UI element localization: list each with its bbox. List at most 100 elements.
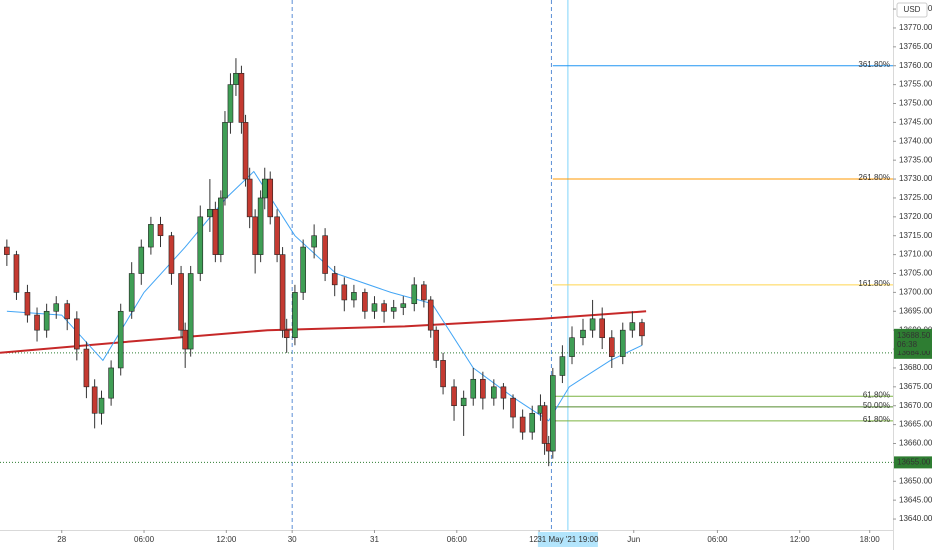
candle-body [233, 72, 239, 85]
x-tick-label: Jun [627, 535, 640, 544]
candle-body [64, 303, 71, 320]
candle-body [362, 292, 368, 312]
y-tick-label: 13770.00 [899, 23, 932, 32]
y-tick-label: 13725.00 [899, 193, 932, 202]
y-tick-label: 13695.00 [899, 306, 932, 315]
candle-body [351, 292, 357, 301]
candle-body [227, 84, 234, 123]
candle-body [440, 360, 446, 388]
candle-body [257, 197, 264, 255]
candle-body [197, 216, 204, 274]
candle-body [559, 356, 566, 376]
candle-body [292, 292, 298, 339]
candle-body [212, 208, 219, 255]
last-price-box [894, 328, 932, 351]
candle-body [157, 224, 164, 237]
candle-body [322, 235, 328, 274]
candle-body [148, 224, 154, 248]
countdown: 06:38 [897, 340, 918, 349]
candle-body [274, 216, 280, 255]
y-tick-label: 13745.00 [899, 118, 932, 127]
candle-body [267, 178, 274, 218]
x-tick-label: 06:00 [707, 535, 728, 544]
candle-body [331, 273, 338, 286]
candle-body [589, 318, 596, 331]
candle-body [480, 378, 486, 399]
y-tick-label: 13705.00 [899, 269, 932, 278]
price-label: 13684.00 [897, 348, 931, 357]
x-tick-label: 18:00 [860, 535, 881, 544]
candle-body [128, 273, 135, 312]
y-tick-label: 13735.00 [899, 155, 932, 164]
price-label: 13655.00 [897, 457, 931, 466]
candle-body [43, 310, 50, 331]
crosshair-time: 31 May '21 19:00 [537, 535, 599, 544]
x-tick-label: 12:00 [790, 535, 811, 544]
fib-label: 161.80% [858, 279, 890, 288]
y-tick-label: 13710.00 [899, 250, 932, 259]
y-tick-label: 13645.00 [899, 495, 932, 504]
candle-body [98, 397, 105, 414]
fib-label: 61.80% [863, 390, 890, 399]
candle-body [13, 254, 20, 293]
y-tick-label: 13675.00 [899, 382, 932, 391]
crosshair-time-box [537, 532, 598, 547]
fib-label: 361.80% [858, 60, 890, 69]
candle-body [608, 337, 615, 357]
candle-body [283, 329, 290, 339]
currency-box [896, 2, 928, 18]
x-tick-label: 12:00 [216, 535, 237, 544]
candle-body [238, 72, 245, 123]
x-tick-label: 06:00 [447, 535, 468, 544]
candle-body [580, 329, 586, 339]
candle-body [222, 122, 228, 199]
candle-body [34, 314, 40, 331]
candle-body [550, 375, 556, 452]
candle-body [138, 246, 145, 274]
candle-body [300, 246, 306, 293]
last-price: 13688.50 [897, 331, 931, 340]
y-tick-label: 13700.00 [899, 287, 932, 296]
x-tick-label: 31 [370, 535, 379, 544]
price-label-box [894, 456, 932, 469]
candle-body [24, 292, 31, 316]
candle-body [108, 367, 114, 399]
candle-body [74, 318, 80, 350]
x-tick-label: 06:00 [134, 535, 155, 544]
candle-body [4, 246, 10, 255]
y-tick-label: 13760.00 [899, 61, 932, 70]
currency: USD [904, 5, 921, 14]
y-tick-label: 13640.00 [899, 514, 932, 523]
fib-label: 50.00% [863, 401, 890, 410]
y-tick-label: 13740.00 [899, 136, 932, 145]
y-tick-label: 13660.00 [899, 439, 932, 448]
candle-body [381, 303, 387, 312]
y-tick-label: 13650.00 [899, 476, 932, 485]
candle-body [451, 386, 457, 407]
fib-label: 61.80% [863, 415, 890, 424]
candle-body [460, 397, 467, 407]
candle-body [569, 337, 575, 357]
candle-body [629, 322, 636, 331]
y-tick-label: 13670.00 [899, 401, 932, 410]
candle-body [529, 412, 536, 433]
candle-body [541, 405, 548, 444]
candle-body [187, 273, 194, 350]
time-axis [0, 531, 893, 550]
candle-body [427, 299, 434, 331]
candle-body [178, 273, 184, 331]
candle-body [279, 254, 286, 331]
candle-body [500, 386, 507, 399]
candle-body [242, 122, 249, 180]
candle-body [639, 322, 645, 337]
x-tick-label: 28 [57, 535, 66, 544]
moving-average [0, 310, 647, 354]
y-tick-label: 13680.00 [899, 363, 932, 372]
candle-body [53, 303, 60, 312]
fib-label: 261.80% [858, 173, 890, 182]
candle-body [433, 329, 440, 361]
candle-body [341, 284, 348, 301]
candle-body [207, 208, 213, 218]
